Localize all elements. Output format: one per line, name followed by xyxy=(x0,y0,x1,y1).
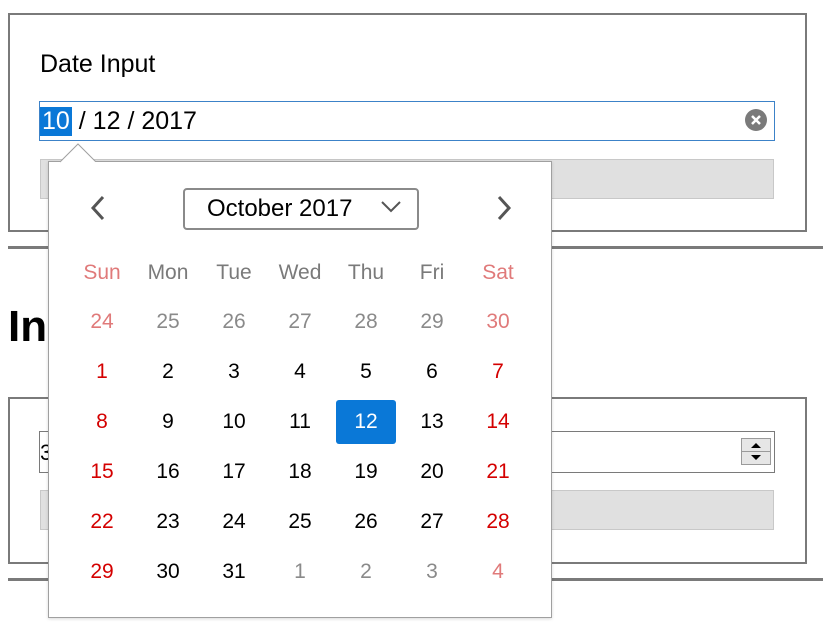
day-cell[interactable]: 27 xyxy=(288,310,312,333)
date-label: Date Input xyxy=(40,50,156,78)
separator: / xyxy=(127,106,135,135)
day-cell[interactable]: 20 xyxy=(420,460,444,483)
day-cell[interactable]: 2 xyxy=(360,560,372,583)
day-cell[interactable]: 30 xyxy=(486,310,510,333)
day-cell[interactable]: 7 xyxy=(492,360,504,383)
clear-button[interactable] xyxy=(744,108,768,132)
day-cell[interactable]: 5 xyxy=(360,360,372,383)
weekday-label: Mon xyxy=(147,261,189,284)
day-cell[interactable]: 4 xyxy=(294,360,306,383)
day-cell[interactable]: 10 xyxy=(222,410,246,433)
weekday-label: Thu xyxy=(347,261,385,284)
day-cell[interactable]: 28 xyxy=(354,310,378,333)
day-cell[interactable]: 25 xyxy=(288,510,312,533)
next-month[interactable] xyxy=(491,194,515,222)
day-cell[interactable]: 16 xyxy=(156,460,180,483)
day-cell[interactable]: 6 xyxy=(426,360,438,383)
date-input[interactable] xyxy=(39,101,775,141)
day-cell[interactable]: 30 xyxy=(156,560,180,583)
day-cell[interactable]: 23 xyxy=(156,510,180,533)
prev-month[interactable] xyxy=(87,194,111,222)
day-cell[interactable]: 24 xyxy=(222,510,246,533)
popup-arrow xyxy=(60,143,97,163)
day-cell[interactable]: 15 xyxy=(90,460,114,483)
day-cell[interactable]: 9 xyxy=(162,410,174,433)
day-cell[interactable]: 1 xyxy=(294,560,306,583)
day-cell[interactable]: 1 xyxy=(96,360,108,383)
day-cell[interactable]: 4 xyxy=(492,560,504,583)
weekday-label: Sat xyxy=(482,261,514,284)
day-cell[interactable]: 24 xyxy=(90,310,114,333)
day-segment[interactable]: 12 xyxy=(92,106,121,135)
day-cell[interactable]: 28 xyxy=(486,510,510,533)
day-cell[interactable]: 26 xyxy=(354,510,378,533)
day-cell[interactable]: 31 xyxy=(222,560,246,583)
day-cell[interactable]: 2 xyxy=(162,360,174,383)
day-cell[interactable]: 14 xyxy=(486,410,510,433)
day-cell[interactable]: 3 xyxy=(426,560,438,583)
weekday-label: Sun xyxy=(83,261,121,284)
date-value: 10 / 12 / 2017 xyxy=(40,104,197,138)
day-cell[interactable]: 8 xyxy=(96,410,108,433)
year-segment[interactable]: 2017 xyxy=(141,106,197,135)
month-title: October 2017 xyxy=(207,195,353,222)
month-segment[interactable]: 10 xyxy=(40,106,72,136)
day-cell[interactable]: 11 xyxy=(289,410,311,433)
dropdown-chevron xyxy=(381,201,401,213)
day-cell[interactable]: 3 xyxy=(228,360,240,383)
weekday-label: Wed xyxy=(278,261,322,284)
spinner[interactable] xyxy=(741,438,771,465)
calendar-popup: October 2017 Sun Mon Tue Wed Thu Fri Sat 24 25 26… xyxy=(48,161,552,618)
day-cell[interactable]: 27 xyxy=(420,510,444,533)
section-heading: In xyxy=(8,302,48,351)
day-cell[interactable]: 17 xyxy=(222,460,246,483)
weekday-label: Tue xyxy=(216,261,252,284)
day-cell[interactable]: 29 xyxy=(420,310,444,333)
day-cell[interactable]: 29 xyxy=(90,560,114,583)
day-cell[interactable]: 18 xyxy=(288,460,312,483)
weekday-label: Fri xyxy=(419,261,445,284)
day-cell[interactable]: 22 xyxy=(90,510,114,533)
day-cell[interactable]: 25 xyxy=(156,310,180,333)
day-cell[interactable]: 21 xyxy=(486,460,510,483)
day-cell[interactable]: 26 xyxy=(222,310,246,333)
day-cell[interactable]: 12 xyxy=(336,400,396,444)
month-dropdown[interactable] xyxy=(183,188,419,230)
day-cell[interactable]: 19 xyxy=(354,460,378,483)
separator: / xyxy=(78,106,86,135)
day-cell[interactable]: 13 xyxy=(420,410,444,433)
